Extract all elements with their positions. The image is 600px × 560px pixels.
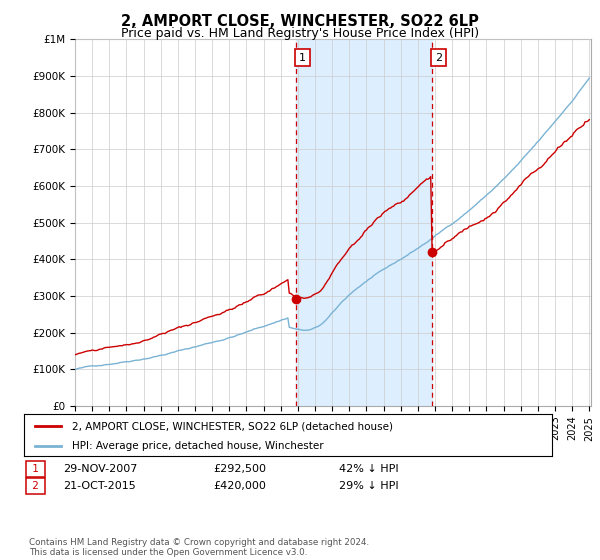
Text: 42% ↓ HPI: 42% ↓ HPI xyxy=(339,464,398,474)
Text: HPI: Average price, detached house, Winchester: HPI: Average price, detached house, Winc… xyxy=(71,441,323,451)
Text: 1: 1 xyxy=(299,53,306,63)
Text: 2, AMPORT CLOSE, WINCHESTER, SO22 6LP (detached house): 2, AMPORT CLOSE, WINCHESTER, SO22 6LP (d… xyxy=(71,421,392,431)
Text: 2: 2 xyxy=(29,481,42,491)
Text: 29% ↓ HPI: 29% ↓ HPI xyxy=(339,481,398,491)
Text: 2, AMPORT CLOSE, WINCHESTER, SO22 6LP: 2, AMPORT CLOSE, WINCHESTER, SO22 6LP xyxy=(121,14,479,29)
Text: Price paid vs. HM Land Registry's House Price Index (HPI): Price paid vs. HM Land Registry's House … xyxy=(121,27,479,40)
Text: £292,500: £292,500 xyxy=(213,464,266,474)
Text: 2: 2 xyxy=(435,53,442,63)
Bar xyxy=(296,39,432,406)
Text: £420,000: £420,000 xyxy=(213,481,266,491)
Text: 21-OCT-2015: 21-OCT-2015 xyxy=(63,481,136,491)
Text: 1: 1 xyxy=(29,464,42,474)
Text: 29-NOV-2007: 29-NOV-2007 xyxy=(63,464,137,474)
Text: Contains HM Land Registry data © Crown copyright and database right 2024.
This d: Contains HM Land Registry data © Crown c… xyxy=(29,538,369,557)
